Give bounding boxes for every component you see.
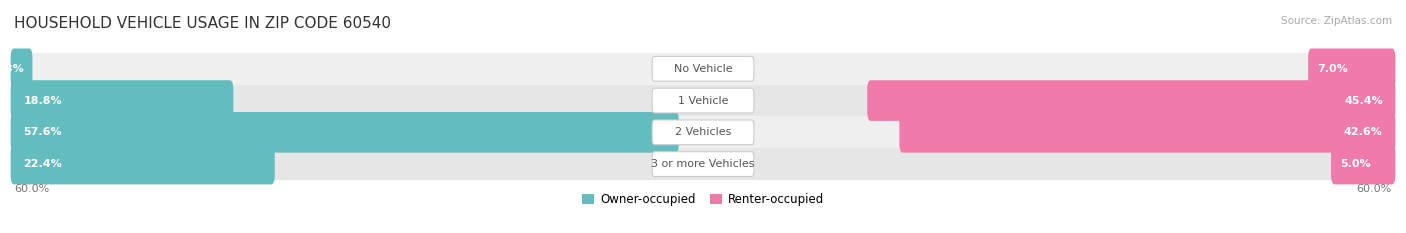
FancyBboxPatch shape: [652, 120, 754, 145]
Bar: [14, 116, 1392, 148]
FancyBboxPatch shape: [11, 144, 274, 184]
Text: 2 Vehicles: 2 Vehicles: [675, 127, 731, 137]
Text: 45.4%: 45.4%: [1344, 96, 1382, 106]
FancyBboxPatch shape: [11, 80, 233, 121]
FancyBboxPatch shape: [11, 48, 32, 89]
FancyBboxPatch shape: [652, 88, 754, 113]
Text: HOUSEHOLD VEHICLE USAGE IN ZIP CODE 60540: HOUSEHOLD VEHICLE USAGE IN ZIP CODE 6054…: [14, 16, 391, 31]
FancyBboxPatch shape: [652, 56, 754, 81]
Text: Source: ZipAtlas.com: Source: ZipAtlas.com: [1281, 16, 1392, 26]
Text: 60.0%: 60.0%: [14, 185, 49, 195]
Text: 60.0%: 60.0%: [1357, 185, 1392, 195]
FancyBboxPatch shape: [868, 80, 1395, 121]
FancyBboxPatch shape: [900, 112, 1395, 153]
Text: 18.8%: 18.8%: [24, 96, 62, 106]
Text: 1.3%: 1.3%: [0, 64, 24, 74]
Text: 5.0%: 5.0%: [1340, 159, 1371, 169]
Text: 57.6%: 57.6%: [24, 127, 62, 137]
Bar: [14, 148, 1392, 180]
Text: 1 Vehicle: 1 Vehicle: [678, 96, 728, 106]
FancyBboxPatch shape: [1308, 48, 1395, 89]
Text: 42.6%: 42.6%: [1344, 127, 1382, 137]
FancyBboxPatch shape: [652, 152, 754, 176]
Bar: [14, 53, 1392, 85]
Bar: [14, 85, 1392, 116]
Legend: Owner-occupied, Renter-occupied: Owner-occupied, Renter-occupied: [578, 189, 828, 211]
FancyBboxPatch shape: [1331, 144, 1395, 184]
FancyBboxPatch shape: [11, 112, 679, 153]
Text: 22.4%: 22.4%: [24, 159, 62, 169]
Text: 3 or more Vehicles: 3 or more Vehicles: [651, 159, 755, 169]
Text: 7.0%: 7.0%: [1317, 64, 1348, 74]
Text: No Vehicle: No Vehicle: [673, 64, 733, 74]
